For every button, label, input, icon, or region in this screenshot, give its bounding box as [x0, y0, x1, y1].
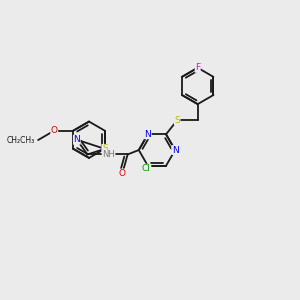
- Text: N: N: [172, 146, 178, 154]
- Text: NH: NH: [102, 150, 115, 159]
- Text: N: N: [145, 130, 151, 139]
- Text: F: F: [195, 63, 200, 72]
- Text: CH₂CH₃: CH₂CH₃: [7, 136, 35, 145]
- Text: O: O: [119, 169, 126, 178]
- Text: S: S: [102, 144, 108, 153]
- Text: S: S: [174, 116, 180, 125]
- Text: Cl: Cl: [142, 164, 151, 173]
- Text: O: O: [51, 126, 58, 135]
- Text: N: N: [74, 135, 80, 144]
